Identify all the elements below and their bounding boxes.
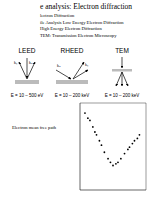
wavevector-label: kₛ (85, 62, 89, 67)
data-point (139, 134, 141, 136)
data-point (84, 112, 86, 114)
data-point (103, 151, 105, 153)
sample (15, 80, 39, 84)
technique-label: TEM (115, 47, 129, 54)
beam (122, 57, 123, 68)
technique-label: RHEED (61, 47, 84, 54)
plot-area (84, 112, 140, 166)
data-point (101, 144, 103, 146)
data-point (134, 140, 136, 142)
beam (116, 72, 122, 86)
definition-line: ile Analysis Low Energy Electron Diffrac… (40, 20, 124, 25)
beam (122, 72, 123, 86)
y-axis (80, 103, 81, 190)
data-point (115, 163, 117, 165)
data-point (87, 117, 89, 119)
definition-line: High Energy Electron Diffraction (40, 26, 102, 31)
definition-line: TEM: Transmission Electron Microscopy (40, 33, 117, 38)
sample (56, 80, 88, 84)
data-point (92, 126, 94, 128)
beam (122, 72, 128, 86)
slide: e analysis: Electron diffraction lectron … (0, 0, 149, 198)
data-point (124, 153, 126, 155)
beam (73, 70, 88, 79)
beam (73, 62, 84, 79)
beam (19, 62, 27, 79)
data-point (99, 140, 101, 142)
energy-range: E = 10 – 200 keV (55, 93, 90, 98)
data-point (112, 165, 114, 167)
thin-film (112, 69, 132, 72)
technique-label: LEED (19, 47, 36, 54)
chart-title: Electron mean free path (12, 125, 57, 130)
data-point (110, 161, 112, 163)
x-axis (80, 190, 146, 191)
data-point (107, 158, 109, 160)
data-point (132, 143, 134, 145)
frame-right (146, 103, 147, 190)
data-point (94, 131, 96, 133)
data-point (117, 161, 119, 163)
definition-line: lectron Diffraction (40, 13, 75, 18)
data-point (96, 134, 98, 136)
data-point (136, 138, 138, 140)
title: e analysis: Electron diffraction (40, 2, 132, 11)
frame-top (80, 103, 146, 104)
data-point (120, 158, 122, 160)
wavevector-label: k₀ (57, 63, 61, 68)
data-point (129, 146, 131, 148)
data-point (127, 149, 129, 151)
wavevector-label: kₛ (14, 60, 18, 65)
beam (27, 58, 28, 78)
energy-range: E = 10 – 200 keV (105, 93, 140, 98)
energy-range: E = 10 – 500 eV (11, 93, 43, 98)
beam (56, 70, 71, 79)
data-point (89, 120, 91, 122)
wavevector-label: k₀ (29, 60, 33, 65)
